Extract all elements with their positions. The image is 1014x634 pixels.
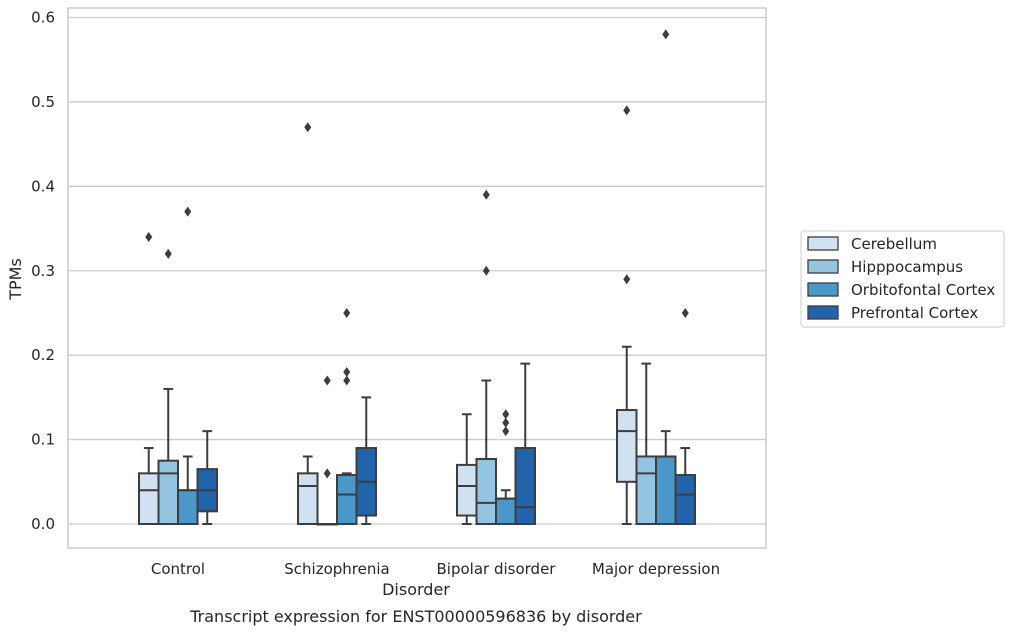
legend-swatch: [807, 305, 839, 320]
box-iqr: [495, 497, 517, 525]
box-orbitofontal-cortex: [495, 409, 517, 525]
chart-caption: Transcript expression for ENST0000059683…: [189, 607, 642, 626]
x-tick-label: Bipolar disorder: [437, 560, 557, 578]
y-tick-labels: 0.0 0.1 0.2 0.3 0.4 0.5 0.6: [31, 9, 55, 534]
box-prefrontal-cortex: [674, 307, 696, 525]
x-tick-label: Major depression: [592, 560, 720, 578]
legend-swatch: [807, 236, 839, 251]
y-axis-label: TPMs: [6, 258, 25, 301]
box-hipppocampus: [635, 362, 657, 526]
outlier-point: [681, 307, 689, 318]
y-tick-label: 0.6: [31, 9, 55, 27]
box-orbitofontal-cortex: [177, 206, 199, 526]
box-iqr: [674, 474, 696, 525]
y-tick-label: 0.1: [31, 431, 55, 449]
y-tick-label: 0.2: [31, 346, 55, 364]
outlier-point: [343, 375, 351, 386]
outlier-point: [323, 375, 331, 386]
legend-label: Cerebellum: [851, 235, 937, 253]
outlier-point: [482, 189, 490, 200]
outlier-point: [662, 29, 670, 40]
y-tick-label: 0.4: [31, 177, 55, 195]
box-hipppocampus: [157, 248, 179, 525]
legend-label: Hipppocampus: [851, 258, 963, 276]
outlier-point: [623, 105, 631, 116]
outlier-point: [502, 409, 510, 420]
box-iqr: [514, 447, 536, 525]
legend-swatch: [807, 259, 839, 274]
box-cerebellum: [297, 122, 319, 526]
box-iqr: [456, 463, 478, 517]
x-tick-label: Schizophrenia: [284, 560, 389, 578]
box-cerebellum: [616, 105, 638, 525]
legend: Cerebellum Hipppocampus Orbitofontal Corte…: [800, 230, 1005, 328]
y-tick-label: 0.3: [31, 262, 55, 280]
y-tick-label: 0.5: [31, 93, 55, 111]
legend-swatch: [807, 282, 839, 297]
box-iqr: [635, 455, 657, 526]
x-axis-label: Disorder: [382, 580, 450, 599]
box-iqr: [138, 472, 160, 526]
box-iqr: [616, 409, 638, 483]
legend-frame: [800, 230, 1005, 328]
plot-area-frame: [67, 7, 767, 549]
box-cerebellum: [138, 231, 160, 526]
outlier-point: [343, 367, 351, 378]
box-hipppocampus: [316, 375, 338, 526]
outlier-point: [343, 307, 351, 318]
outlier-point: [323, 468, 331, 479]
outlier-point: [482, 265, 490, 276]
outlier-point: [184, 206, 192, 217]
legend-label: Prefrontal Cortex: [851, 304, 978, 322]
box-iqr: [297, 472, 319, 526]
outlier-point: [164, 248, 172, 259]
box-iqr: [157, 459, 179, 525]
boxes-layer: [138, 29, 696, 526]
box-orbitofontal-cortex: [655, 29, 677, 526]
box-iqr: [475, 457, 497, 526]
box-prefrontal-cortex: [514, 362, 536, 525]
outlier-point: [304, 122, 312, 133]
x-tick-label: Control: [151, 560, 205, 578]
outlier-point: [145, 231, 153, 242]
box-iqr: [177, 489, 199, 526]
outlier-point: [502, 417, 510, 428]
box-hipppocampus: [475, 189, 497, 526]
x-tick-labels: Control Schizophrenia Bipolar disorder Majo…: [151, 560, 720, 578]
box-prefrontal-cortex: [355, 396, 377, 525]
box-iqr: [336, 474, 358, 525]
outlier-point: [623, 274, 631, 285]
box-orbitofontal-cortex: [336, 307, 358, 525]
y-tick-label: 0.0: [31, 515, 55, 533]
outlier-point: [502, 426, 510, 437]
box-prefrontal-cortex: [196, 430, 218, 525]
box-cerebellum: [456, 413, 478, 525]
legend-label: Orbitofontal Cortex: [851, 281, 995, 299]
box-iqr: [655, 455, 677, 526]
grid-lines: [68, 16, 766, 525]
